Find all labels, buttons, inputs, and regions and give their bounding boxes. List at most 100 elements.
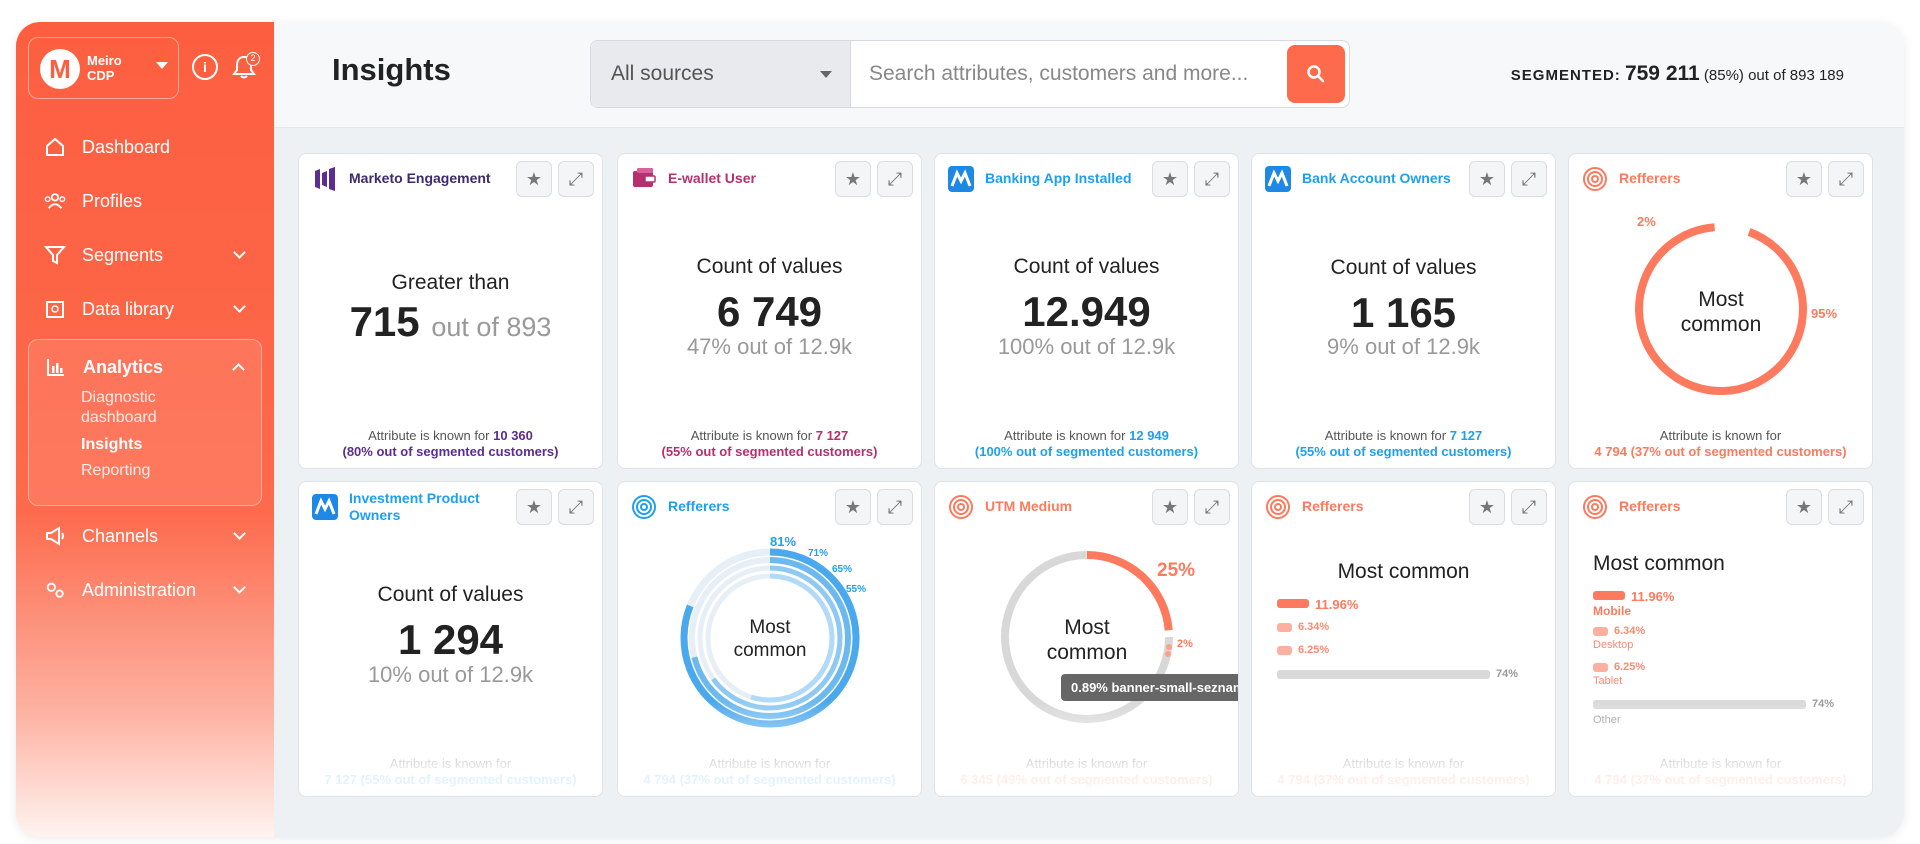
ring-pct-label: 65% (832, 564, 853, 575)
bar-value: 6.25% (1614, 661, 1646, 673)
search-bar: All sources (590, 40, 1350, 108)
center-line: Most (749, 617, 791, 638)
nav-reporting[interactable]: Reporting (81, 462, 151, 479)
bar-value: 6.25% (1298, 644, 1330, 656)
known-detail: (37% out of segmented customers) (1630, 444, 1847, 459)
page-title: Insights (332, 52, 451, 87)
chevron-down-icon (233, 527, 246, 540)
known-count: 10 360 (493, 428, 533, 443)
card-title: Investment Product Owners (349, 490, 480, 523)
nav-profiles[interactable]: Profiles (28, 174, 262, 228)
star-button[interactable]: ★ (835, 161, 871, 197)
metric-label: Greater than (391, 271, 510, 294)
nav-analytics[interactable]: Analytics (29, 340, 261, 394)
expand-button[interactable]: ⤢ (1511, 161, 1547, 197)
metric-value: 715 out of 893 (299, 298, 602, 346)
card-title: Banking App Installed (985, 170, 1132, 186)
center-line: common (1046, 641, 1128, 664)
chevron-down-icon (233, 581, 246, 594)
expand-button[interactable]: ⤢ (558, 489, 594, 525)
bar (1277, 599, 1309, 608)
star-button[interactable]: ★ (516, 161, 552, 197)
star-button[interactable]: ★ (835, 489, 871, 525)
nav-segments[interactable]: Segments (28, 228, 262, 282)
pct-label: 2% (1637, 214, 1656, 229)
insight-card: Refferers ★ ⤢ 81% 71% 65% 55% Most commo… (617, 481, 922, 797)
nav-channels[interactable]: Channels (28, 509, 262, 563)
insight-card: Refferers ★ ⤢ Most common 11.96% 6.34% 6… (1251, 481, 1556, 797)
gears-icon (44, 579, 66, 601)
known-count: 12 949 (1129, 428, 1169, 443)
bell-icon[interactable]: 2 (232, 52, 260, 80)
metric-sub: 10% out of 12.9k (367, 662, 534, 687)
known-info: Attribute is known for 7 127 (55% out of… (1252, 428, 1555, 460)
pct-label: 95% (1811, 306, 1838, 321)
filter-icon (44, 244, 66, 266)
nav-dashboard[interactable]: Dashboard (28, 120, 262, 174)
known-info: Attribute is known for 12 949 (100% out … (935, 428, 1238, 460)
search-input[interactable] (869, 41, 1289, 107)
expand-button[interactable]: ⤢ (1828, 161, 1864, 197)
home-icon (44, 136, 66, 158)
card-title: Marketo Engagement (349, 170, 491, 186)
expand-button[interactable]: ⤢ (1194, 489, 1230, 525)
analytics-group: Analytics Diagnostic dashboard Insights … (28, 339, 262, 506)
nav-diagnostic-dashboard[interactable]: Diagnostic dashboard (81, 389, 157, 426)
insight-card: Marketo Engagement ★ ⤢ Greater than 715 … (298, 153, 603, 469)
referrer-icon (949, 495, 973, 519)
expand-button[interactable]: ⤢ (877, 489, 913, 525)
insight-card: E-wallet User ★ ⤢ Count of values 6 749 … (617, 153, 922, 469)
source-select[interactable]: All sources (591, 41, 851, 107)
megaphone-icon (44, 525, 66, 547)
nav-data-library-label: Data library (82, 298, 175, 319)
search-button[interactable] (1287, 45, 1345, 103)
nav-insights[interactable]: Insights (81, 436, 143, 453)
bar-value: 6.34% (1298, 621, 1330, 633)
bar-chart-icon (45, 356, 67, 378)
card-title: UTM Medium (985, 498, 1073, 514)
star-button[interactable]: ★ (1469, 161, 1505, 197)
star-button[interactable]: ★ (516, 489, 552, 525)
caret-down-icon (156, 62, 168, 69)
known-prefix: Attribute is known for (1004, 428, 1126, 443)
bar-category: Desktop (1593, 639, 1634, 651)
expand-button[interactable]: ⤢ (1511, 489, 1547, 525)
nav-dashboard-label: Dashboard (82, 136, 171, 157)
known-count: 7 127 (1449, 428, 1483, 443)
star-button[interactable]: ★ (1786, 161, 1822, 197)
expand-button[interactable]: ⤢ (1194, 161, 1230, 197)
star-button[interactable]: ★ (1469, 489, 1505, 525)
bars-heading: Most common (1337, 560, 1470, 583)
center-line: Most (1698, 288, 1744, 311)
nav-administration[interactable]: Administration (28, 563, 262, 617)
bar (1277, 670, 1490, 679)
info-icon[interactable]: i (192, 54, 218, 80)
known-count: 4 794 (1594, 444, 1627, 459)
known-prefix: Attribute is known for (368, 428, 490, 443)
page-header: Insights All sources SEGMENTED: 759 211 … (274, 22, 1904, 128)
known-info: Attribute is known for 4 794 (37% out of… (1252, 756, 1555, 788)
nav-segments-label: Segments (82, 244, 164, 265)
bar (1593, 627, 1608, 636)
nav-data-library[interactable]: Data library (28, 282, 262, 336)
known-prefix: Attribute is known for (1342, 756, 1465, 771)
expand-button[interactable]: ⤢ (877, 161, 913, 197)
metric-value: 6 749 (716, 288, 823, 335)
metric-sub: 100% out of 12.9k (997, 334, 1176, 359)
expand-button[interactable]: ⤢ (1828, 489, 1864, 525)
referrer-icon (1266, 495, 1290, 519)
expand-button[interactable]: ⤢ (558, 161, 594, 197)
bank-app-icon (1265, 166, 1291, 192)
center-line: Most (1064, 616, 1110, 639)
ring-pct-label: 55% (846, 584, 867, 595)
star-button[interactable]: ★ (1152, 489, 1188, 525)
star-button[interactable]: ★ (1786, 489, 1822, 525)
insight-card: Refferers ★ ⤢ Most common 11.96% Mobile … (1568, 481, 1873, 797)
brand-switcher[interactable]: M Meiro CDP (28, 37, 179, 99)
bar-value: 6.34% (1614, 625, 1646, 637)
referrer-icon (1583, 167, 1607, 191)
star-button[interactable]: ★ (1152, 161, 1188, 197)
card-title: Refferers (1302, 498, 1364, 514)
bar (1277, 646, 1292, 655)
known-detail: (80% out of segmented customers) (342, 444, 559, 459)
